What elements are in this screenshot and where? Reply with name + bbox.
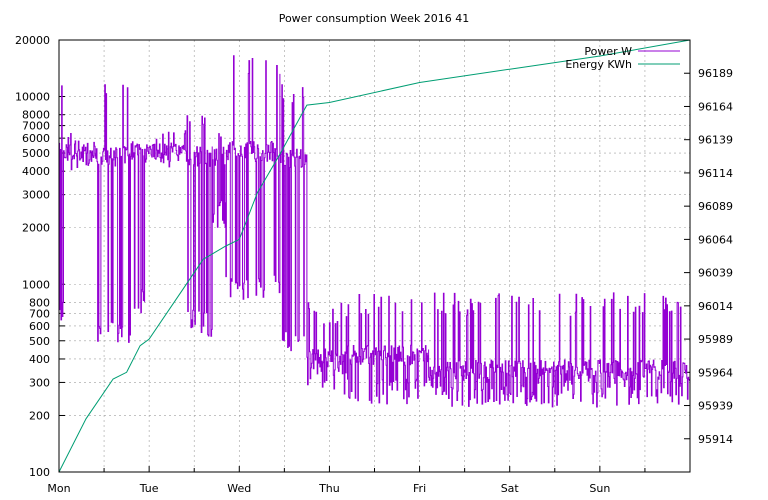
y-tick-label: 2000 — [22, 222, 50, 235]
y-tick-label: 7000 — [22, 120, 50, 133]
y-tick-label: 300 — [29, 376, 50, 389]
x-tick-label: Wed — [227, 482, 251, 495]
chart-title: Power consumption Week 2016 41 — [279, 12, 470, 25]
y2-tick-label: 96189 — [698, 67, 733, 80]
series-layer — [58, 39, 691, 473]
y2-tick-label: 96014 — [698, 300, 733, 313]
x-tick-label: Tue — [139, 482, 159, 495]
y-tick-label: 3000 — [22, 189, 50, 202]
y2-tick-label: 96039 — [698, 267, 733, 280]
y2-tick-label: 96064 — [698, 233, 733, 246]
y-tick-label: 600 — [29, 320, 50, 333]
x-tick-label: Mon — [47, 482, 70, 495]
y2-tick-label: 96114 — [698, 167, 733, 180]
y2-tick-label: 95989 — [698, 333, 733, 346]
legend-label-power: Power W — [584, 45, 632, 58]
x-tick-label: Thu — [318, 482, 340, 495]
y-tick-label: 1000 — [22, 278, 50, 291]
y-tick-label: 4000 — [22, 165, 50, 178]
legend: Power W Energy KWh — [565, 45, 680, 71]
series-power-line — [59, 55, 691, 408]
y-tick-label: 8000 — [22, 109, 50, 122]
y2-tick-label: 96089 — [698, 200, 733, 213]
plot-frame — [58, 39, 691, 473]
y2-tick-label: 95914 — [698, 433, 733, 446]
y2-tick-label: 96139 — [698, 134, 733, 147]
grid — [59, 39, 690, 473]
right-axis-ticks: 95914 95939 95964 95989 96014 96039 96064 96089… — [684, 67, 733, 446]
x-axis-ticks: Mon Tue Wed Thu Fri Sat Sun — [47, 466, 646, 495]
x-tick-label: Sat — [501, 482, 520, 495]
y2-tick-label: 95964 — [698, 366, 733, 379]
x-tick-label: Fri — [413, 482, 426, 495]
y-tick-label: 100 — [29, 466, 50, 479]
y2-tick-label: 96164 — [698, 100, 733, 113]
y-tick-label: 200 — [29, 409, 50, 422]
y2-tick-label: 95939 — [698, 400, 733, 413]
y-tick-label: 5000 — [22, 147, 50, 160]
y-tick-label: 6000 — [22, 132, 50, 145]
y-tick-label: 20000 — [15, 34, 50, 47]
y-tick-label: 500 — [29, 335, 50, 348]
y-tick-label: 700 — [29, 307, 50, 320]
y-tick-label: 400 — [29, 353, 50, 366]
y-tick-label: 800 — [29, 296, 50, 309]
y-tick-label: 10000 — [15, 91, 50, 104]
series-energy-line — [58, 39, 691, 473]
legend-label-energy: Energy KWh — [565, 58, 632, 71]
x-tick-label: Sun — [589, 482, 610, 495]
